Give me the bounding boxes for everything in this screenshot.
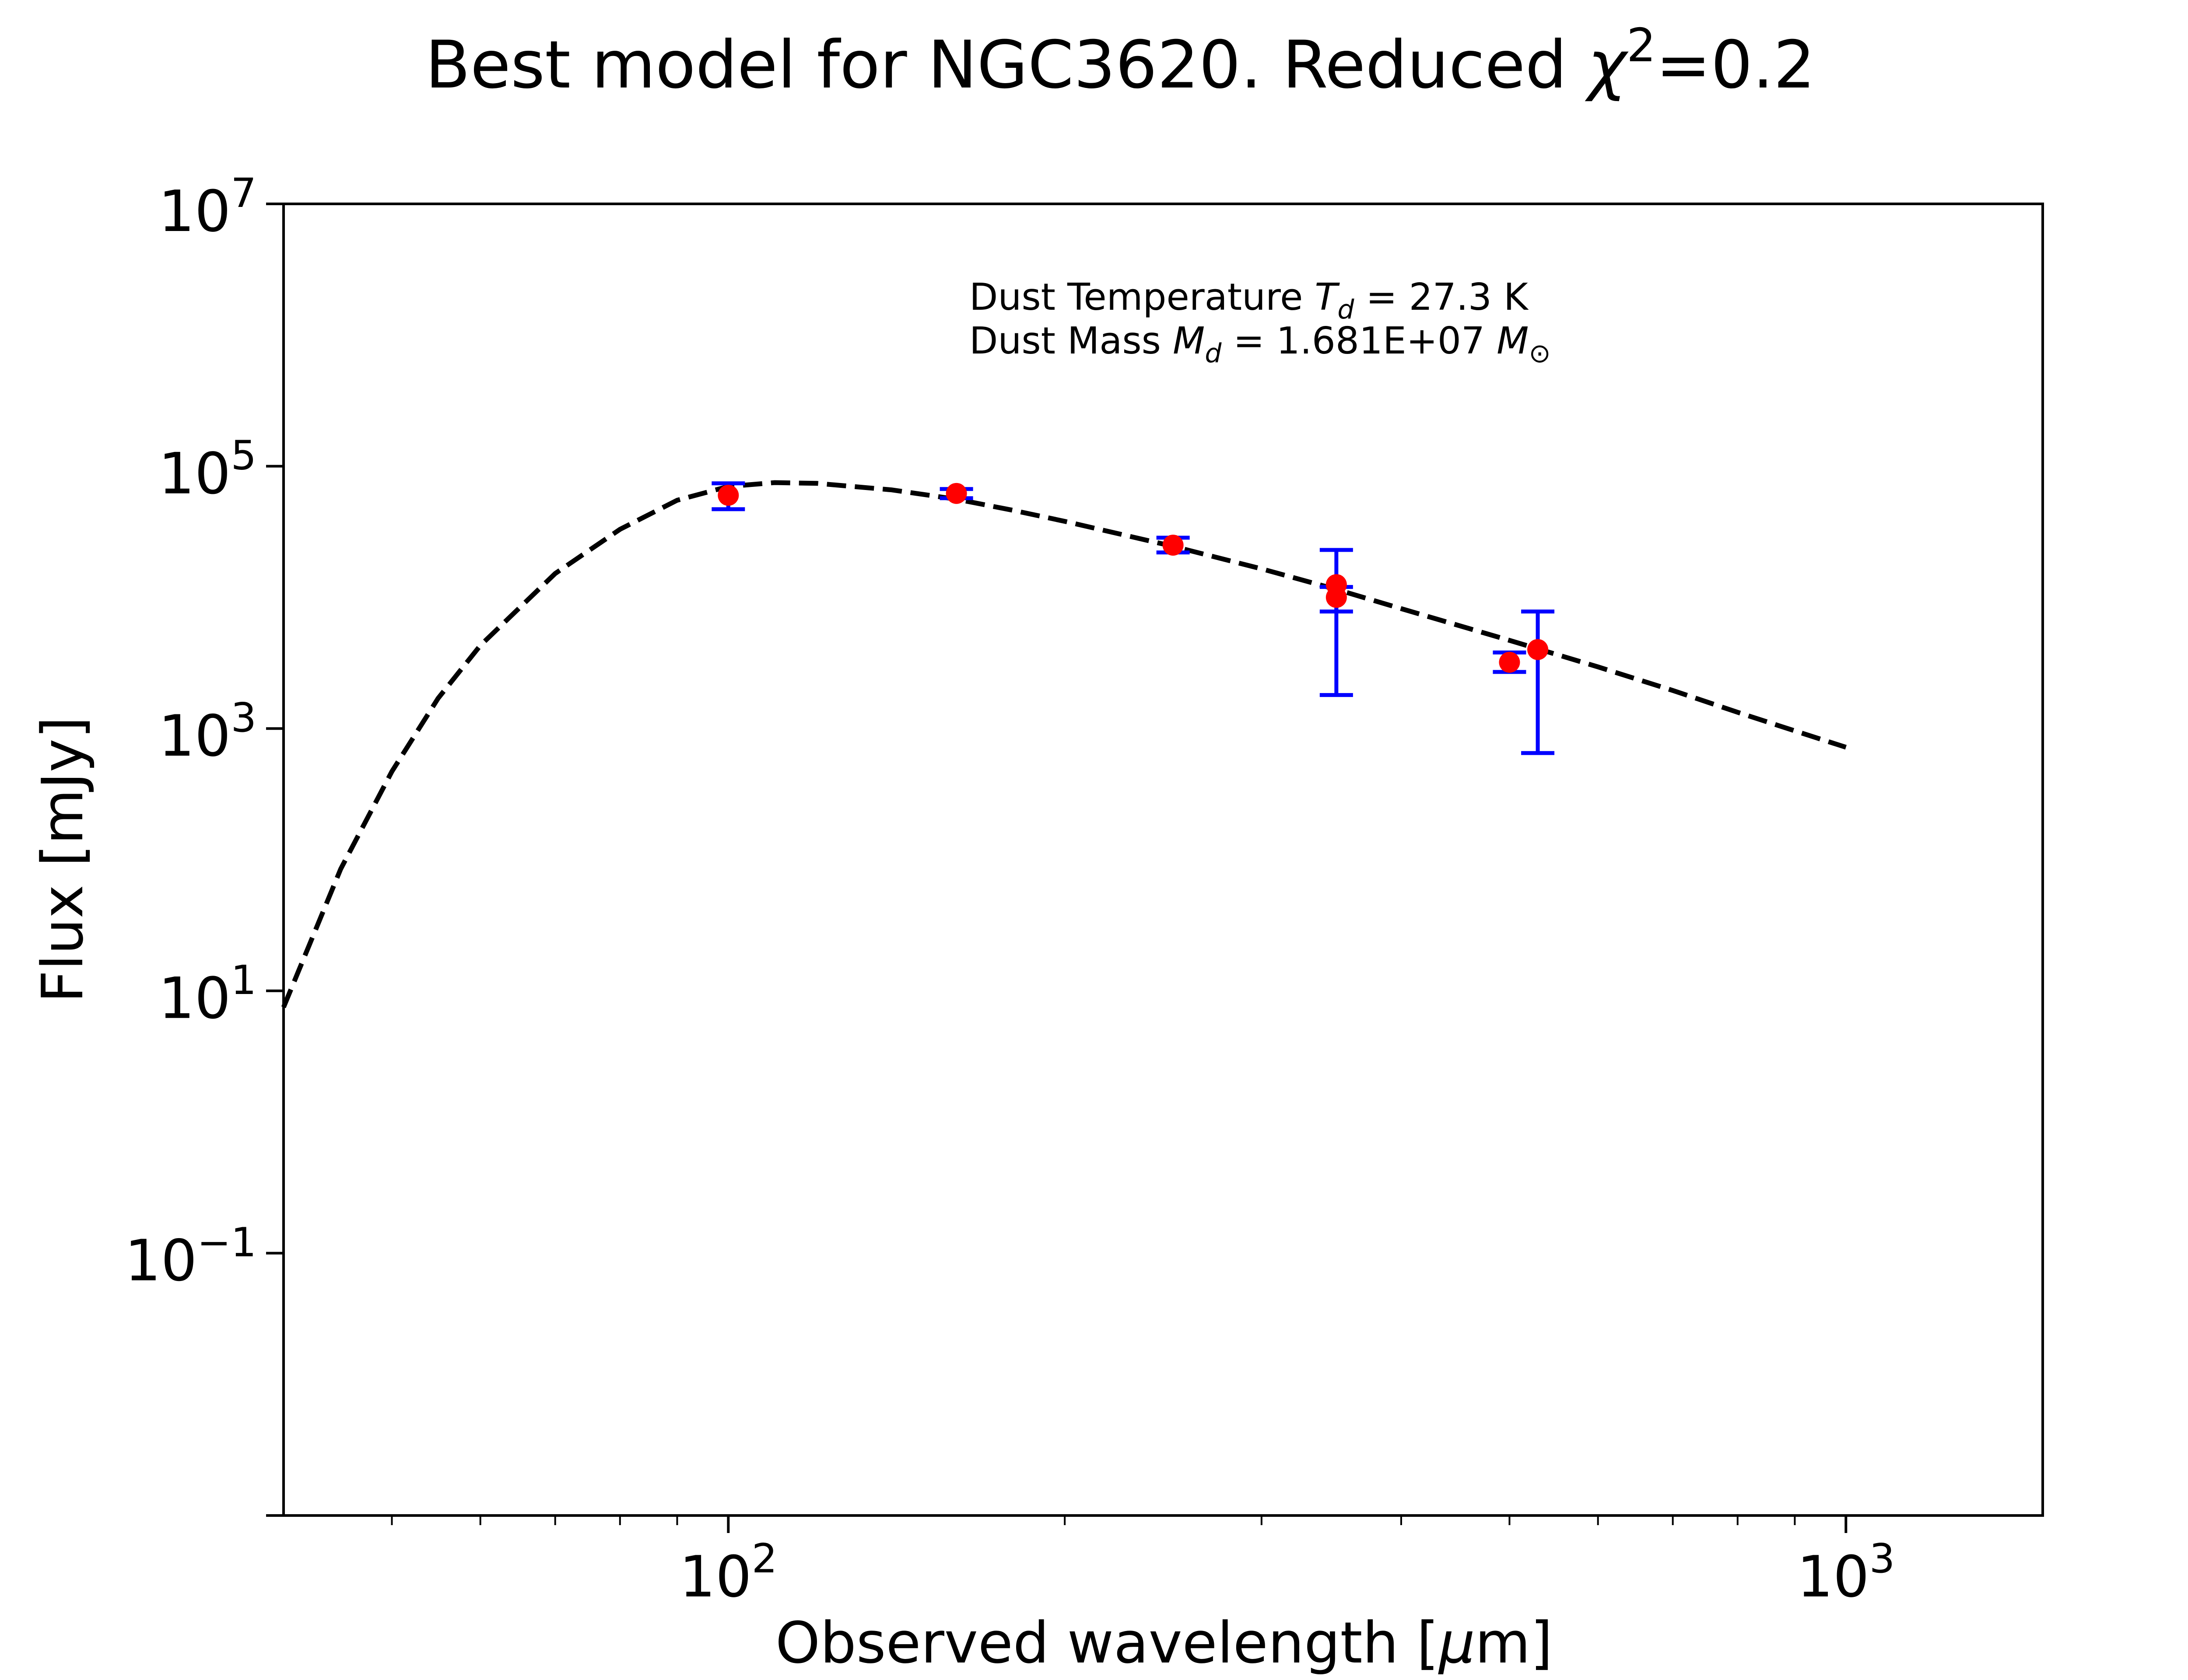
y-tick-label: 105 (158, 432, 256, 507)
y-tick-base: 10 (158, 441, 231, 507)
x-tick-base: 10 (679, 1544, 751, 1610)
x-label-suffix: m] (1475, 1610, 1553, 1676)
data-point (1162, 535, 1184, 556)
annotation-mass-prefix: Dust Mass (969, 319, 1173, 363)
title-sup: 2 (1627, 19, 1656, 72)
x-tick-label: 103 (1797, 1535, 1895, 1610)
annotation-mass-symbol: M (1173, 319, 1205, 363)
plot-layer (281, 480, 1847, 1008)
data-point (946, 483, 967, 504)
x-tick-exponent: 3 (1869, 1535, 1895, 1582)
x-label-mu: μ (1438, 1610, 1475, 1676)
data-point (1527, 639, 1549, 660)
axes-frame (282, 203, 2044, 1517)
annotation-temp-suffix: = 27.3 K (1354, 276, 1529, 319)
y-tick-label: 103 (158, 694, 256, 769)
y-tick-label: 10−1 (125, 1219, 256, 1294)
annotation-mass-sub: d (1205, 338, 1222, 369)
annotation-mass-unit-sub: ⊙ (1529, 338, 1550, 369)
x-tick-label: 102 (679, 1535, 777, 1610)
chart-title: Best model for NGC3620. Reduced χ2=0.2 (425, 19, 1815, 103)
model-curve (281, 480, 1847, 1008)
title-suffix: =0.2 (1656, 27, 1815, 103)
x-axis-label: Observed wavelength [μm] (775, 1610, 1553, 1676)
y-tick-exponent: 1 (231, 957, 256, 1004)
y-tick-label: 101 (158, 957, 256, 1032)
y-tick-base: 10 (125, 1227, 197, 1294)
x-tick-base: 10 (1797, 1544, 1869, 1610)
y-tick-exponent: −1 (197, 1219, 256, 1266)
y-tick-exponent: 3 (231, 694, 256, 741)
annotation-temp-prefix: Dust Temperature (969, 276, 1315, 319)
annotation-mass: Dust Mass Md = 1.681E+07 M⊙ (969, 319, 1551, 369)
annotation-temp-symbol: T (1315, 276, 1340, 319)
y-tick-base: 10 (158, 703, 231, 769)
y-tick-exponent: 7 (231, 170, 256, 217)
annotation-mass-unit: M (1497, 319, 1529, 363)
x-label-prefix: Observed wavelength [ (775, 1610, 1439, 1676)
y-tick-exponent: 5 (231, 432, 256, 479)
annotation-mass-mid: = 1.681E+07 (1221, 319, 1497, 363)
y-axis-label: Flux [mJy] (29, 717, 96, 1003)
title-prefix: Best model for NGC3620. Reduced (425, 27, 1588, 103)
annotation-temperature: Dust Temperature Td = 27.3 K (969, 276, 1529, 325)
y-tick-base: 10 (158, 178, 231, 245)
y-tick-label: 107 (158, 170, 256, 245)
annotation-temp-sub: d (1337, 294, 1354, 325)
y-tick-base: 10 (158, 965, 231, 1032)
title-chi: χ (1585, 27, 1629, 103)
x-tick-exponent: 2 (752, 1535, 778, 1582)
data-point (718, 485, 739, 506)
data-point (1325, 587, 1347, 608)
data-point (1499, 651, 1520, 673)
